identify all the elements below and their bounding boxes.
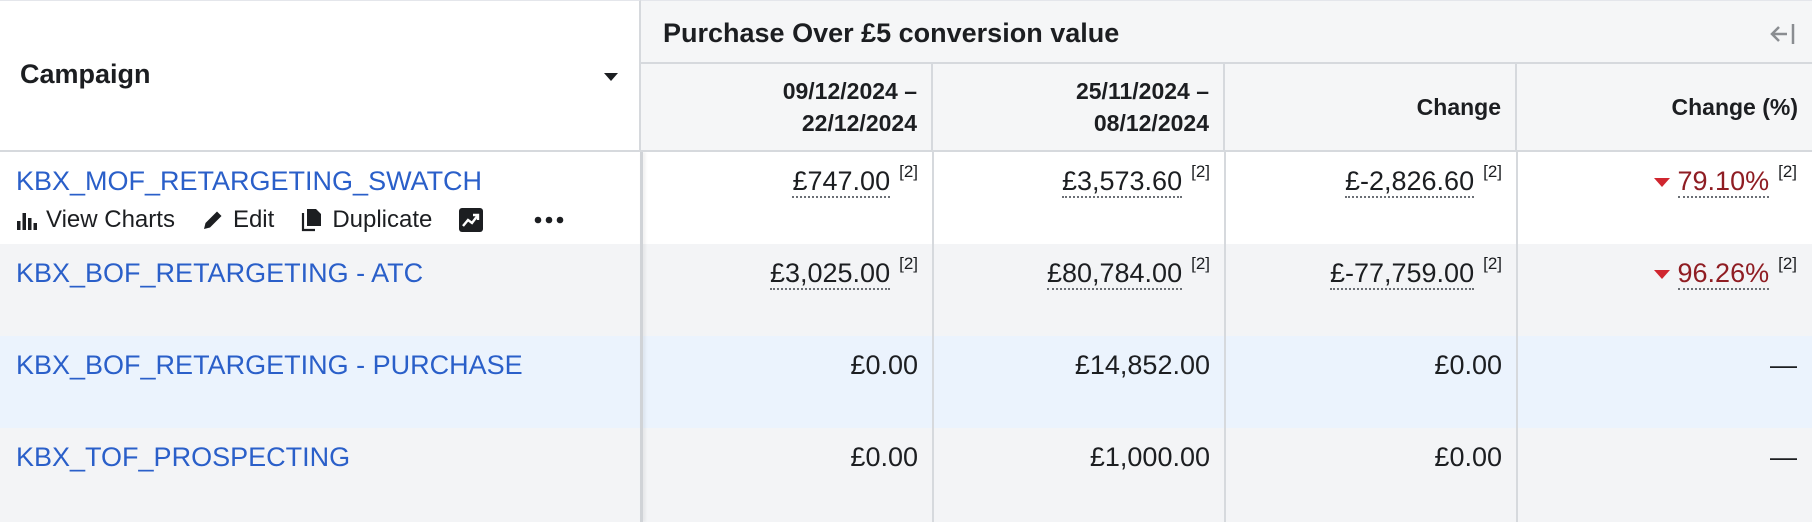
campaign-header-label: Campaign bbox=[20, 59, 151, 89]
metric-value[interactable]: £3,573.60 bbox=[1061, 166, 1183, 198]
footnote-marker: [2] bbox=[1191, 254, 1210, 273]
duplicate-icon bbox=[302, 209, 322, 232]
down-arrow-icon bbox=[1653, 270, 1670, 279]
table-row bbox=[0, 336, 1812, 428]
column-header-change[interactable]: Change bbox=[1225, 64, 1517, 152]
footnote-marker: [2] bbox=[1778, 162, 1797, 181]
column-divider bbox=[1224, 152, 1226, 522]
sort-caret-down-icon[interactable] bbox=[604, 73, 618, 81]
metric-value[interactable]: 79.10% bbox=[1677, 166, 1770, 198]
value-cell-current: £3,025.00 [2] bbox=[642, 254, 918, 290]
value-cell-change-percent: — bbox=[1518, 442, 1797, 472]
duplicate-button[interactable]: Duplicate bbox=[300, 206, 432, 234]
metric-value: £14,852.00 bbox=[1074, 350, 1210, 380]
view-charts-label: View Charts bbox=[46, 206, 175, 233]
view-charts-button[interactable]: View Charts bbox=[16, 206, 175, 234]
row-actions: View Charts Edit Duplicate bbox=[16, 206, 598, 234]
edit-label: Edit bbox=[232, 206, 275, 233]
collapse-column-icon[interactable] bbox=[1770, 21, 1796, 47]
metric-value: £0.00 bbox=[850, 350, 918, 380]
bar-chart-icon bbox=[17, 213, 37, 230]
value-cell-previous: £14,852.00 bbox=[934, 350, 1210, 380]
metric-value[interactable]: £-77,759.00 bbox=[1329, 258, 1475, 290]
value-cell-change-percent: 79.10% [2] bbox=[1518, 162, 1797, 198]
pencil-icon bbox=[203, 211, 222, 229]
metric-value[interactable]: £3,025.00 bbox=[769, 258, 891, 290]
more-dots-icon bbox=[535, 216, 564, 224]
column-header-previous-period[interactable]: 25/11/2024 – 08/12/2024 bbox=[933, 64, 1225, 152]
column-header-line: 09/12/2024 – bbox=[782, 78, 917, 104]
value-cell-change: £0.00 bbox=[1226, 442, 1502, 472]
column-header-line: 22/12/2024 bbox=[801, 110, 917, 136]
table-row bbox=[0, 244, 1812, 336]
column-header-line: Change bbox=[1416, 94, 1501, 120]
value-cell-previous: £1,000.00 bbox=[934, 442, 1210, 472]
metric-group-title: Purchase Over £5 conversion value bbox=[663, 18, 1120, 48]
campaign-link[interactable]: KBX_BOF_RETARGETING - ATC bbox=[16, 258, 424, 288]
metric-value: £0.00 bbox=[850, 442, 918, 472]
value-cell-current: £747.00 [2] bbox=[642, 162, 918, 198]
campaign-column-header[interactable]: Campaign bbox=[0, 0, 641, 152]
trend-chart-button[interactable] bbox=[458, 207, 492, 233]
campaign-link[interactable]: KBX_TOF_PROSPECTING bbox=[16, 442, 351, 472]
metric-group-header: Purchase Over £5 conversion value bbox=[641, 0, 1812, 64]
campaign-link[interactable]: KBX_BOF_RETARGETING - PURCHASE bbox=[16, 350, 523, 380]
value-cell-current: £0.00 bbox=[642, 350, 918, 380]
metric-value[interactable]: 96.26% bbox=[1677, 258, 1770, 290]
column-header-line: 25/11/2024 – bbox=[1075, 78, 1209, 104]
value-cell-previous: £3,573.60 [2] bbox=[934, 162, 1210, 198]
footnote-marker: [2] bbox=[1191, 162, 1210, 181]
metric-value[interactable]: £80,784.00 bbox=[1046, 258, 1183, 290]
metric-value[interactable]: £747.00 bbox=[792, 166, 891, 198]
column-header-line: Change (%) bbox=[1671, 94, 1799, 120]
metric-value: — bbox=[1770, 350, 1797, 380]
value-cell-previous: £80,784.00 [2] bbox=[934, 254, 1210, 290]
column-divider bbox=[1516, 152, 1518, 522]
metric-value: — bbox=[1770, 442, 1797, 472]
value-cell-current: £0.00 bbox=[642, 442, 918, 472]
duplicate-label: Duplicate bbox=[332, 206, 433, 233]
table-row bbox=[0, 152, 1812, 244]
campaign-link[interactable]: KBX_MOF_RETARGETING_SWATCH bbox=[16, 166, 483, 196]
column-divider bbox=[932, 152, 934, 522]
trend-chart-icon bbox=[459, 208, 484, 232]
value-cell-change-percent: 96.26% [2] bbox=[1518, 254, 1797, 290]
value-cell-change-percent: — bbox=[1518, 350, 1797, 380]
edit-button[interactable]: Edit bbox=[201, 206, 274, 234]
column-header-change-percent[interactable]: Change (%) bbox=[1517, 64, 1812, 152]
value-cell-change: £-77,759.00 [2] bbox=[1226, 254, 1502, 290]
footnote-marker: [2] bbox=[1483, 162, 1502, 181]
table-row bbox=[0, 428, 1812, 522]
value-cell-change: £-2,826.60 [2] bbox=[1226, 162, 1502, 198]
metric-value: £0.00 bbox=[1434, 442, 1502, 472]
column-header-current-period[interactable]: 09/12/2024 – 22/12/2024 bbox=[641, 64, 933, 152]
footnote-marker: [2] bbox=[899, 254, 918, 273]
footnote-marker: [2] bbox=[1483, 254, 1502, 273]
value-cell-change: £0.00 bbox=[1226, 350, 1502, 380]
metric-value: £0.00 bbox=[1434, 350, 1502, 380]
footnote-marker: [2] bbox=[899, 162, 918, 181]
footnote-marker: [2] bbox=[1778, 254, 1797, 273]
down-arrow-icon bbox=[1653, 178, 1670, 187]
metric-value[interactable]: £-2,826.60 bbox=[1344, 166, 1475, 198]
more-options-button[interactable] bbox=[534, 216, 572, 224]
column-divider bbox=[640, 152, 643, 522]
column-header-line: 08/12/2024 bbox=[1093, 110, 1209, 136]
metric-value: £1,000.00 bbox=[1089, 442, 1210, 472]
